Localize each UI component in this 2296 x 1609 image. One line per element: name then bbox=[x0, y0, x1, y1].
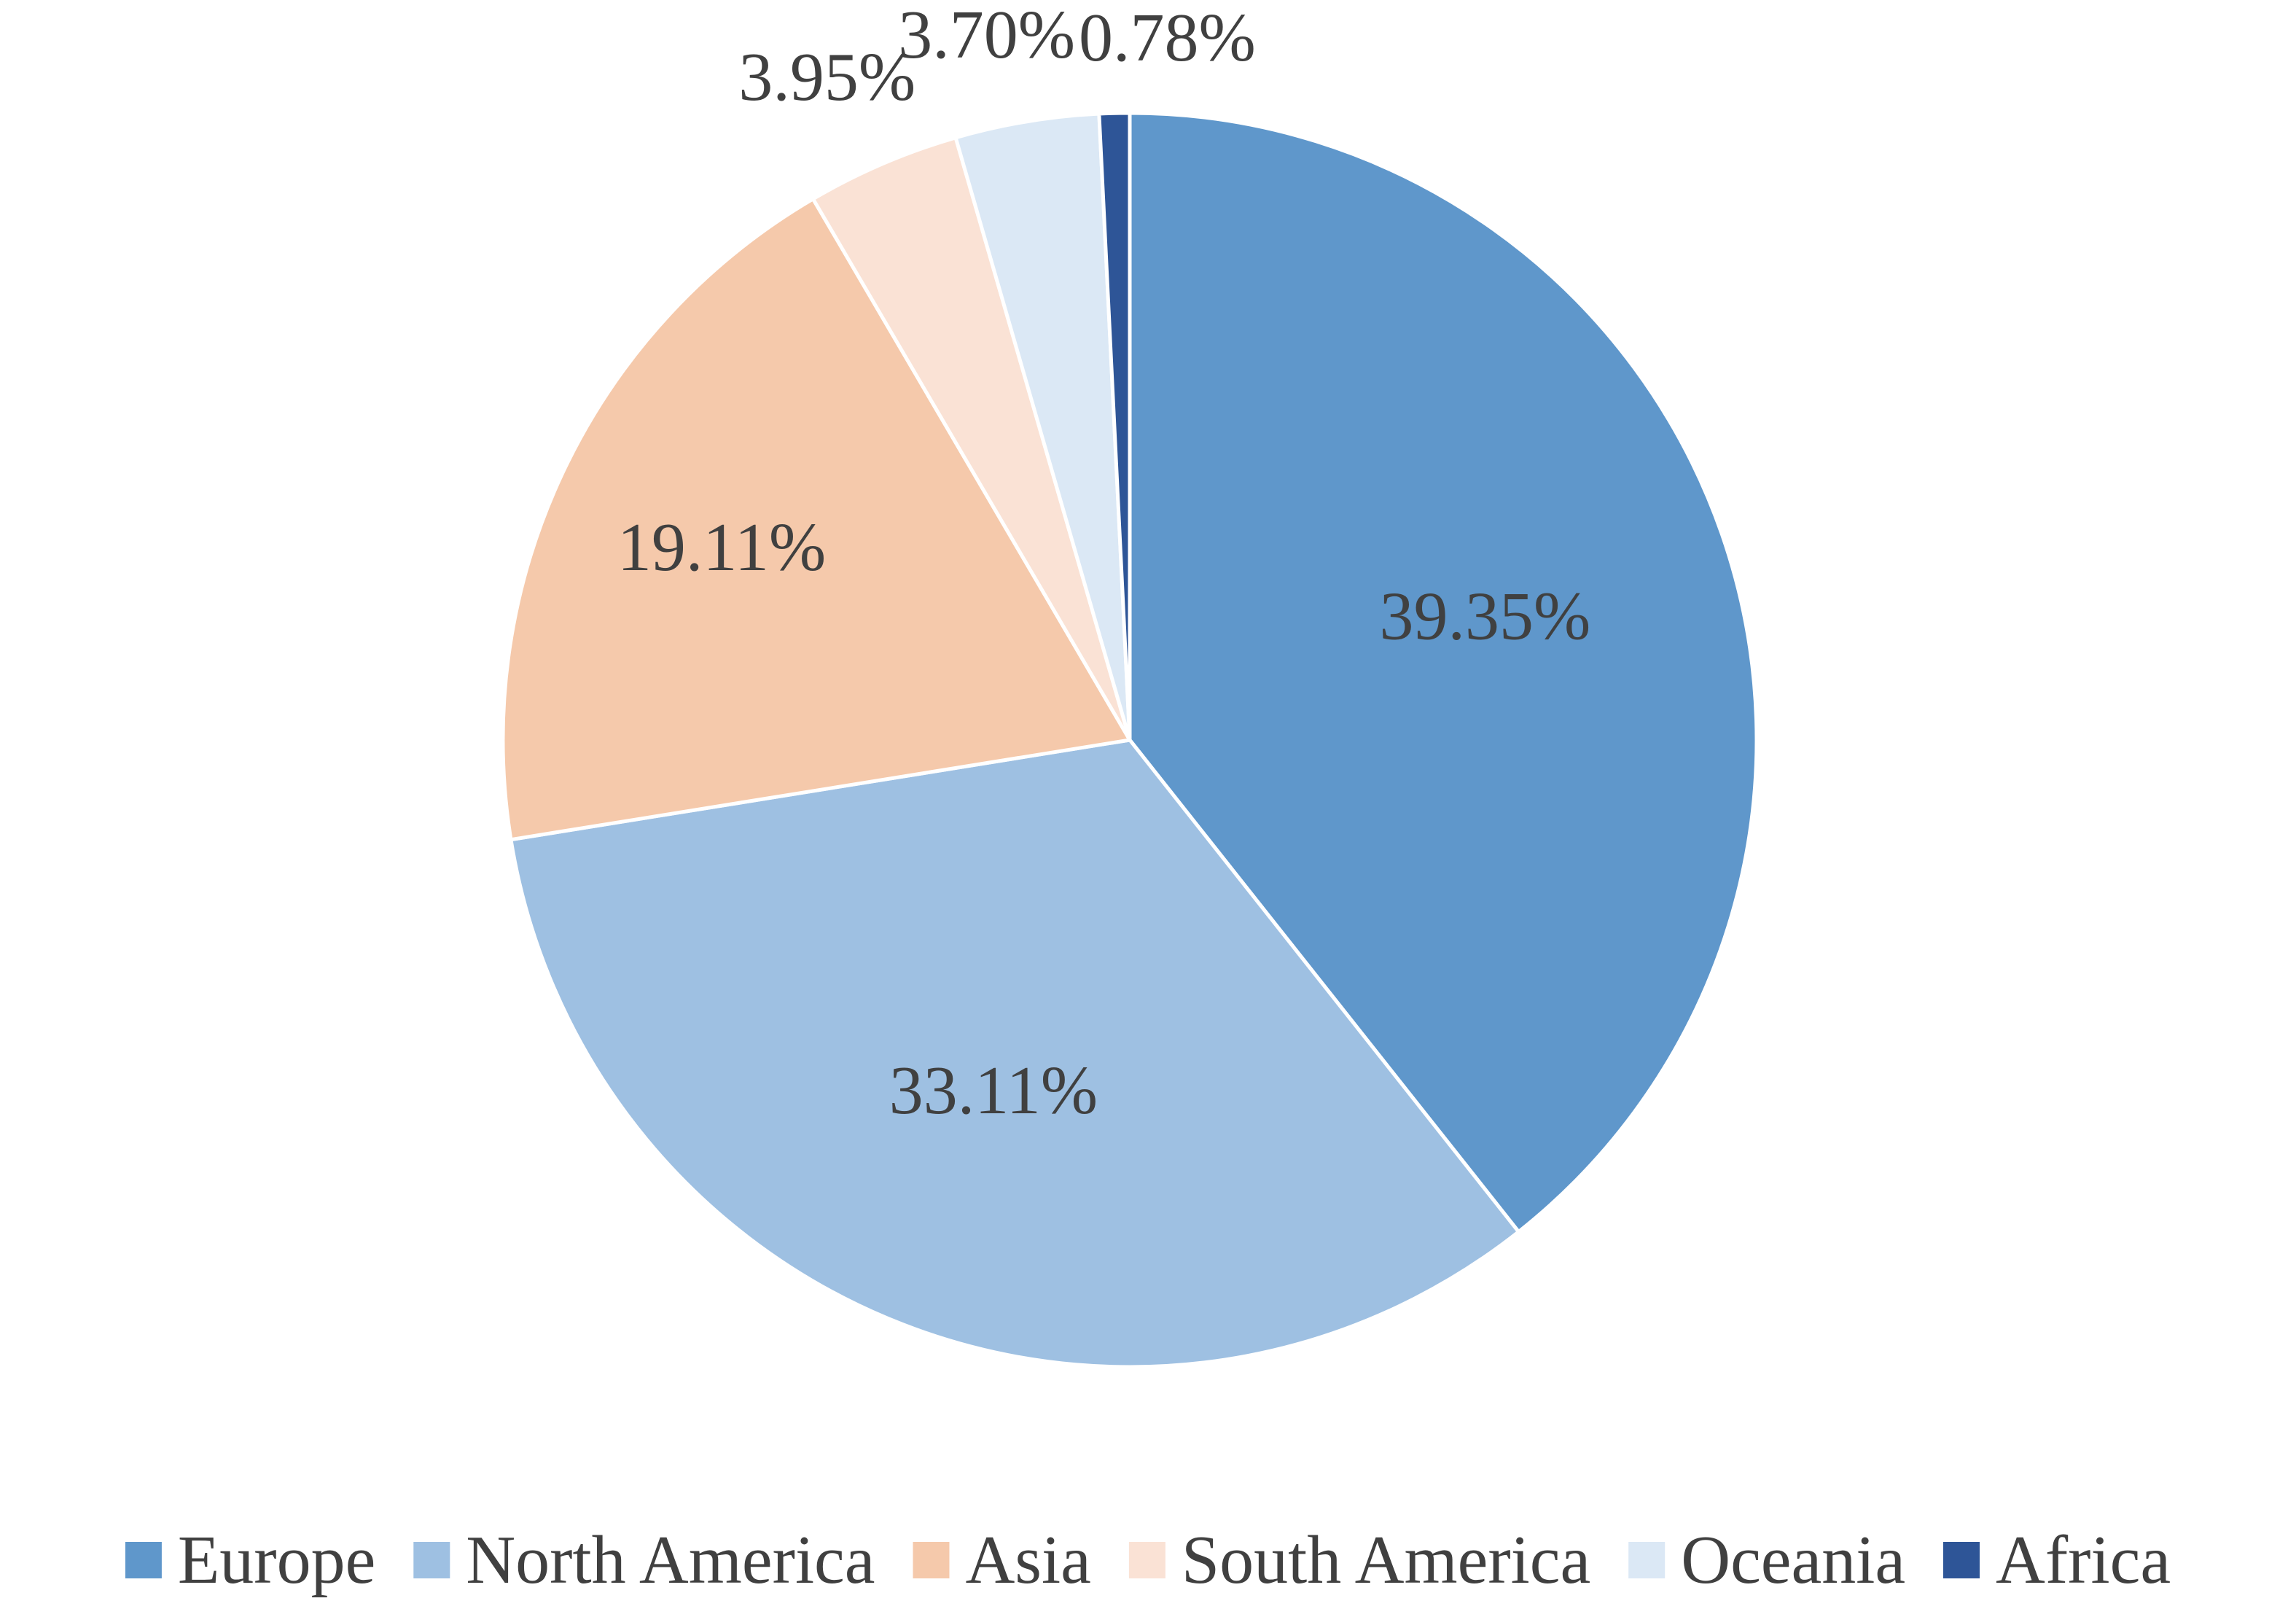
data-labels: 39.35% 33.11% 19.11% 3.95%3.70% 0.78% bbox=[617, 0, 1590, 1129]
data-label-oceania: 3.70% bbox=[898, 0, 1075, 73]
legend-label-europe: Europe bbox=[178, 1522, 375, 1598]
pie-slice-africa bbox=[1097, 111, 1132, 742]
legend-swatch-africa bbox=[1943, 1542, 1980, 1578]
pie-slice-south-america bbox=[811, 136, 1132, 742]
pie-slice-asia bbox=[501, 197, 1132, 842]
legend-swatch-oceania bbox=[1628, 1542, 1666, 1578]
legend-swatch-asia bbox=[913, 1542, 950, 1578]
legend-label-south-america: South America bbox=[1182, 1522, 1590, 1598]
data-label-asia: 19.11% bbox=[617, 510, 826, 585]
legend-swatch-europe bbox=[125, 1542, 162, 1578]
legend-label-africa: Africa bbox=[1996, 1522, 2171, 1598]
pie-slice-europe bbox=[1128, 111, 1759, 1234]
pie-slice-north-america bbox=[509, 738, 1520, 1369]
data-label-south-america: 3.95% bbox=[738, 39, 915, 115]
data-label-europe: 39.35% bbox=[1379, 579, 1590, 655]
legend-label-oceania: Oceania bbox=[1681, 1522, 1905, 1598]
data-label-africa: 0.78% bbox=[1079, 0, 1256, 76]
legend-swatch-south-america bbox=[1128, 1542, 1165, 1578]
legend: Europe North America Asia South America Ocea… bbox=[125, 1522, 2171, 1598]
legend-label-asia: Asia bbox=[966, 1522, 1091, 1598]
legend-swatch-north-america bbox=[413, 1542, 450, 1578]
legend-label-north-america: North America bbox=[466, 1522, 875, 1598]
pie-slice-oceania bbox=[953, 112, 1132, 742]
pie-slices bbox=[501, 111, 1759, 1369]
data-label-north-america: 33.11% bbox=[889, 1053, 1098, 1129]
